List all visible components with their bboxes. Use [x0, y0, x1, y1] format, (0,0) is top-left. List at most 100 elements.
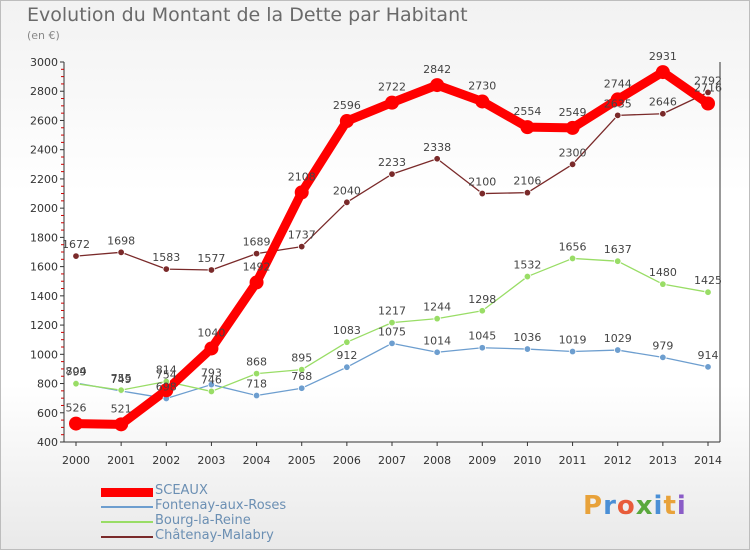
data-label: 1036 — [513, 331, 541, 344]
y-tick-label: 2200 — [30, 173, 58, 186]
data-label: 1045 — [468, 330, 496, 343]
data-point — [343, 338, 351, 346]
data-point — [162, 265, 170, 273]
data-label: 979 — [652, 339, 673, 352]
data-label: 2549 — [559, 106, 587, 119]
data-label: 755 — [111, 372, 132, 385]
axes-group: 400 600 800 1000 1200 1400 1600 1800 2000 2200 240… — [30, 56, 722, 467]
legend-swatch — [101, 506, 153, 508]
data-point — [614, 257, 622, 265]
data-point — [69, 416, 83, 431]
y-tick-label: 1200 — [30, 319, 58, 332]
data-point — [433, 314, 441, 323]
x-tick-label: 2006 — [333, 454, 361, 467]
data-point — [252, 391, 261, 400]
data-point — [568, 347, 577, 356]
data-point — [343, 198, 351, 207]
legend-label: Châtenay-Malabry — [155, 528, 274, 543]
data-label: 2040 — [333, 184, 361, 197]
data-label: 1075 — [378, 325, 406, 338]
data-label: 895 — [291, 352, 312, 365]
chart-subtitle: (en €) — [27, 29, 60, 42]
y-tick-label: 2600 — [30, 114, 58, 127]
legend-swatch — [101, 536, 153, 538]
x-tick-label: 2012 — [604, 454, 632, 467]
y-tick-label: 1400 — [30, 290, 58, 303]
data-label: 2744 — [604, 77, 632, 90]
data-point — [565, 120, 580, 135]
data-point — [475, 94, 490, 109]
data-label: 754 — [156, 368, 177, 381]
data-point — [523, 188, 532, 197]
data-point — [655, 65, 670, 80]
data-label: 1737 — [288, 229, 316, 242]
x-tick-label: 2000 — [62, 454, 90, 467]
data-point — [433, 348, 441, 356]
data-label: 2338 — [423, 141, 451, 154]
data-point — [659, 353, 667, 362]
data-point — [388, 339, 396, 348]
x-tick-label: 2011 — [559, 454, 587, 467]
legend-label: SCEAUX — [155, 483, 208, 498]
legend-label: Bourg-la-Reine — [155, 513, 251, 528]
x-tick-label: 2008 — [423, 454, 451, 467]
data-label: 1698 — [107, 234, 135, 247]
data-label: 1492 — [243, 260, 271, 273]
data-label: 1083 — [333, 324, 361, 337]
data-point — [568, 160, 577, 169]
chart-title: Evolution du Montant de la Dette par Hab… — [27, 4, 468, 26]
data-label: 1217 — [378, 305, 406, 318]
data-label: 1014 — [423, 334, 451, 347]
data-point — [433, 155, 441, 163]
data-label: 1656 — [559, 240, 587, 253]
data-point — [343, 363, 351, 371]
data-point — [520, 120, 535, 135]
y-tick-label: 2000 — [30, 202, 58, 215]
data-label: 1577 — [197, 252, 225, 265]
data-label: 768 — [291, 370, 312, 383]
data-point — [298, 365, 306, 374]
data-point — [388, 170, 396, 178]
data-point — [207, 387, 216, 396]
data-point — [704, 363, 712, 371]
data-label: 793 — [201, 367, 222, 380]
x-tick-label: 2013 — [649, 454, 677, 467]
x-tick-label: 2005 — [288, 454, 316, 467]
y-tick-label: 1000 — [30, 348, 58, 361]
data-label: 912 — [336, 349, 357, 362]
data-point — [659, 110, 667, 118]
series-labels-group: 1672 1698 1583 1577 1689 1737 2040 2233 2338 2100… — [62, 50, 722, 415]
data-label: 2842 — [423, 63, 451, 76]
data-label: 1583 — [152, 251, 180, 264]
data-label: 1029 — [604, 332, 632, 345]
data-point — [704, 88, 712, 97]
data-label: 1637 — [604, 243, 632, 256]
x-tick-label: 2009 — [468, 454, 496, 467]
proxiti-logo: Proxiti — [583, 491, 687, 521]
data-point — [704, 288, 712, 296]
x-tick-label: 2007 — [378, 454, 406, 467]
data-point — [388, 318, 396, 327]
data-point — [614, 346, 622, 354]
data-label: 2300 — [559, 146, 587, 159]
y-tick-label: 1600 — [30, 261, 58, 274]
data-label: 2106 — [513, 175, 541, 188]
data-label: 814 — [156, 363, 177, 376]
data-label: 1532 — [513, 259, 541, 272]
series-points-group — [69, 65, 715, 432]
data-point — [298, 384, 306, 392]
data-point — [207, 266, 216, 274]
data-label: 2596 — [333, 99, 361, 112]
data-label: 2931 — [649, 50, 677, 63]
y-tick-label: 3000 — [30, 56, 58, 69]
data-point — [568, 254, 577, 263]
data-point — [701, 96, 715, 111]
data-label: 749 — [111, 373, 132, 386]
data-point — [659, 280, 667, 288]
y-tick-label: 800 — [37, 378, 58, 391]
data-point — [610, 92, 625, 107]
data-point — [117, 248, 125, 256]
y-tick-label: 1800 — [30, 231, 58, 244]
legend-swatch — [101, 521, 153, 523]
data-point — [72, 252, 80, 260]
